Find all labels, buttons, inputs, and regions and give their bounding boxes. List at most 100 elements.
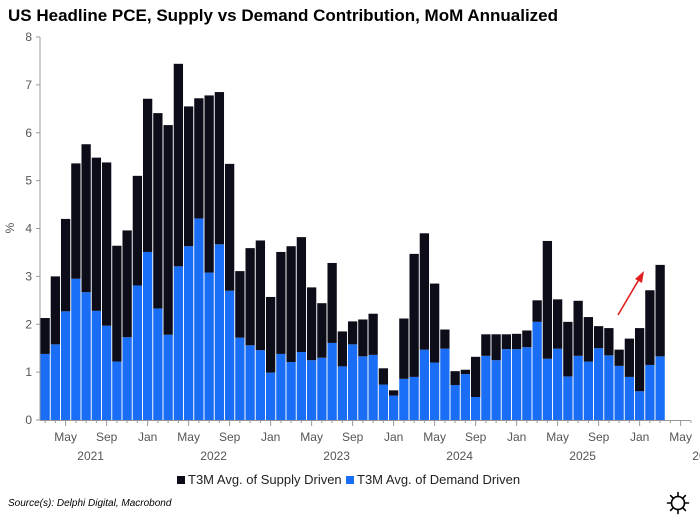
x-tick-label: Sep [96, 430, 118, 444]
bar-supply [481, 334, 491, 356]
bar-supply [194, 98, 204, 219]
bar-demand [71, 278, 81, 420]
x-tick-label: May [546, 430, 569, 444]
bar-supply [655, 264, 665, 357]
y-axis: 0 1 2 3 4 5 6 7 8 [25, 30, 41, 427]
bar-supply [532, 300, 542, 322]
bar-demand [142, 251, 153, 420]
bar-supply [60, 218, 71, 312]
y-tick-label: 6 [25, 126, 32, 140]
bar-demand [132, 285, 143, 420]
bar-demand [183, 246, 194, 420]
bar-supply [634, 328, 645, 392]
bar-demand [501, 349, 512, 420]
bar-demand [327, 342, 337, 420]
bar-supply [347, 321, 358, 345]
bar-supply [235, 271, 245, 338]
bar-demand [399, 378, 409, 420]
bar-supply [573, 300, 583, 356]
bar-demand [265, 372, 276, 420]
x-tick-label: Sep [219, 430, 241, 444]
bar-demand [614, 365, 624, 420]
x-year-label: 2023 [323, 449, 350, 463]
x-tick-label: May [177, 430, 200, 444]
bar-demand [286, 362, 296, 420]
bars-group [40, 63, 665, 420]
bar-demand [255, 350, 266, 420]
delphi-logo-icon [666, 491, 690, 515]
bar-demand [91, 310, 102, 420]
x-tick-label: Sep [588, 430, 610, 444]
x-tick-label: Sep [465, 430, 487, 444]
bar-supply [173, 63, 184, 267]
bar-demand [655, 356, 665, 420]
x-year-label: 2024 [446, 449, 473, 463]
x-tick-label: Jan [630, 430, 649, 444]
bar-supply [614, 349, 624, 366]
bar-supply [327, 262, 337, 343]
bar-supply [399, 318, 409, 379]
bar-supply [542, 240, 553, 359]
bar-supply [81, 144, 91, 293]
bar-demand [276, 353, 286, 420]
bar-demand [563, 376, 573, 420]
bar-demand [511, 349, 522, 420]
bar-demand [645, 364, 655, 420]
bar-supply [440, 329, 450, 349]
bar-supply [153, 113, 163, 309]
bar-demand [593, 348, 604, 420]
bar-supply [624, 338, 635, 377]
bar-demand [306, 360, 317, 420]
bar-demand [440, 348, 450, 420]
x-tick-label: May [300, 430, 323, 444]
bar-demand [337, 366, 348, 420]
bar-demand [194, 218, 204, 420]
legend-label-supply: T3M Avg. of Supply Driven [188, 472, 342, 487]
bar-supply [460, 369, 471, 375]
bar-demand [491, 360, 501, 420]
bar-demand [122, 337, 132, 420]
x-year-label: 2021 [77, 449, 104, 463]
bar-supply [142, 98, 153, 252]
bar-demand [101, 325, 112, 420]
bar-supply [450, 371, 460, 386]
y-tick-label: 5 [25, 174, 32, 188]
bar-supply [388, 390, 399, 396]
x-tick-label: May [669, 430, 692, 444]
bar-demand [522, 347, 532, 420]
trend-arrow-icon [617, 271, 644, 316]
bar-demand [583, 361, 594, 420]
bar-supply [91, 157, 102, 311]
bar-demand [224, 290, 235, 420]
bar-demand [112, 361, 122, 420]
bar-supply [470, 356, 481, 398]
bar-supply [378, 368, 389, 385]
bar-demand [153, 308, 163, 420]
y-tick-label: 0 [25, 413, 32, 427]
bar-supply [40, 318, 50, 354]
bar-demand [204, 272, 214, 420]
bar-supply [563, 321, 573, 377]
bar-supply [583, 317, 594, 362]
bar-supply [358, 319, 368, 357]
bar-supply [71, 163, 81, 279]
bar-supply [132, 175, 143, 286]
bar-demand [50, 344, 61, 420]
bar-demand [296, 352, 307, 420]
bar-supply [204, 95, 214, 273]
bar-demand [60, 311, 71, 420]
x-tick-label: Jan [507, 430, 526, 444]
bar-supply [317, 303, 327, 358]
x-year-label: 2025 [569, 449, 596, 463]
bar-supply [245, 248, 255, 346]
bar-demand [542, 358, 553, 420]
bar-demand [347, 344, 358, 420]
bar-demand [40, 353, 50, 420]
bar-supply [286, 246, 296, 363]
bar-supply [296, 237, 307, 353]
x-year-label: 2026 [692, 449, 700, 463]
bar-demand [173, 266, 184, 420]
bar-demand [573, 355, 583, 420]
bar-supply [112, 245, 122, 362]
